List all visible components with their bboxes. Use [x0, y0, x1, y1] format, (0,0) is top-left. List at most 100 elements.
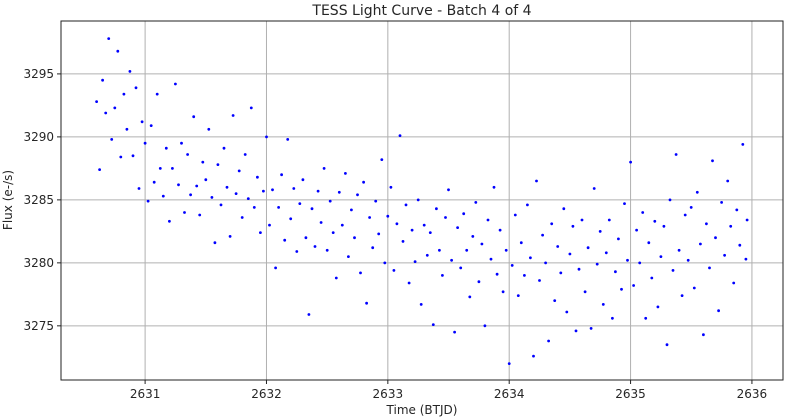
data-point	[689, 206, 693, 209]
data-point	[116, 49, 120, 53]
plot-frame	[60, 20, 784, 381]
data-point	[374, 199, 378, 203]
data-point	[708, 266, 711, 270]
data-point	[359, 271, 362, 275]
data-point	[683, 213, 687, 217]
data-point	[650, 276, 654, 280]
x-axis-label: Time (BTJD)	[386, 403, 458, 417]
data-point	[95, 100, 98, 103]
data-point	[322, 167, 326, 170]
chart-title: TESS Light Curve - Batch 4 of 4	[311, 3, 531, 19]
data-point	[592, 187, 596, 190]
data-point	[589, 327, 593, 330]
data-point	[125, 127, 129, 131]
data-point	[498, 228, 502, 232]
data-point	[744, 257, 748, 261]
data-point	[398, 134, 402, 138]
data-point	[523, 274, 526, 277]
x-tick-label: 2631	[130, 387, 161, 401]
data-point	[271, 188, 274, 192]
data-point	[486, 218, 490, 222]
data-point	[234, 192, 238, 196]
data-point	[110, 138, 114, 141]
data-point	[431, 323, 435, 326]
data-point	[334, 276, 338, 280]
data-point	[392, 269, 396, 272]
data-point	[550, 222, 554, 226]
data-point	[444, 216, 447, 219]
data-point	[653, 219, 657, 223]
y-tick-label: 3285	[23, 193, 54, 207]
data-point	[365, 301, 368, 305]
data-point	[607, 218, 611, 222]
data-point	[310, 207, 314, 211]
data-point	[510, 264, 514, 267]
data-point	[362, 180, 365, 184]
data-point	[155, 92, 159, 96]
data-point	[702, 333, 705, 337]
data-point	[164, 146, 168, 150]
data-point	[714, 236, 717, 240]
data-point	[292, 187, 296, 190]
y-axis-ticks: 3275 3280 3285 3290 3295	[23, 67, 61, 333]
data-point	[513, 213, 517, 217]
data-point	[171, 167, 174, 170]
data-point	[516, 294, 520, 297]
data-point	[158, 167, 162, 170]
data-point	[695, 190, 699, 194]
data-point	[501, 290, 505, 294]
data-point	[547, 339, 550, 343]
data-point	[489, 257, 493, 261]
data-point	[350, 208, 353, 212]
data-point	[604, 251, 608, 255]
data-point	[331, 231, 335, 235]
data-point	[168, 219, 171, 223]
data-point	[265, 135, 268, 139]
data-point	[668, 198, 672, 202]
data-point	[435, 207, 438, 211]
data-point	[656, 305, 660, 309]
data-point	[626, 258, 629, 262]
data-point	[441, 274, 444, 277]
data-point	[620, 287, 623, 291]
data-point	[256, 175, 259, 179]
data-point	[577, 267, 581, 271]
data-point	[477, 280, 481, 284]
x-tick-label: 2632	[251, 387, 282, 401]
data-point	[538, 279, 541, 282]
y-tick-label: 3295	[23, 67, 54, 81]
data-point	[210, 196, 214, 199]
data-point	[307, 313, 311, 316]
data-point	[407, 281, 411, 285]
data-point	[638, 261, 642, 265]
data-point	[507, 362, 511, 365]
data-point	[711, 159, 714, 163]
data-point	[574, 329, 578, 333]
data-point	[180, 141, 183, 145]
x-tick-label: 2634	[494, 387, 525, 401]
data-point	[259, 231, 262, 235]
data-point	[665, 343, 669, 347]
data-point	[450, 258, 453, 262]
data-point	[237, 169, 241, 173]
data-point	[659, 255, 663, 258]
data-point	[316, 189, 320, 193]
data-point	[601, 303, 605, 306]
data-point	[301, 178, 305, 182]
data-point	[383, 261, 387, 265]
data-point	[104, 111, 108, 115]
data-point	[465, 248, 469, 252]
data-point	[723, 253, 726, 257]
data-point	[356, 193, 359, 197]
data-point	[222, 146, 226, 150]
data-point	[745, 218, 749, 222]
data-point	[243, 153, 247, 156]
data-point	[571, 224, 575, 228]
data-point	[207, 127, 211, 131]
y-tick-label: 3280	[23, 256, 54, 270]
data-point	[377, 232, 381, 236]
data-point	[586, 246, 590, 250]
data-point	[204, 178, 208, 182]
data-point	[595, 262, 599, 266]
x-tick-label: 2636	[737, 387, 768, 401]
